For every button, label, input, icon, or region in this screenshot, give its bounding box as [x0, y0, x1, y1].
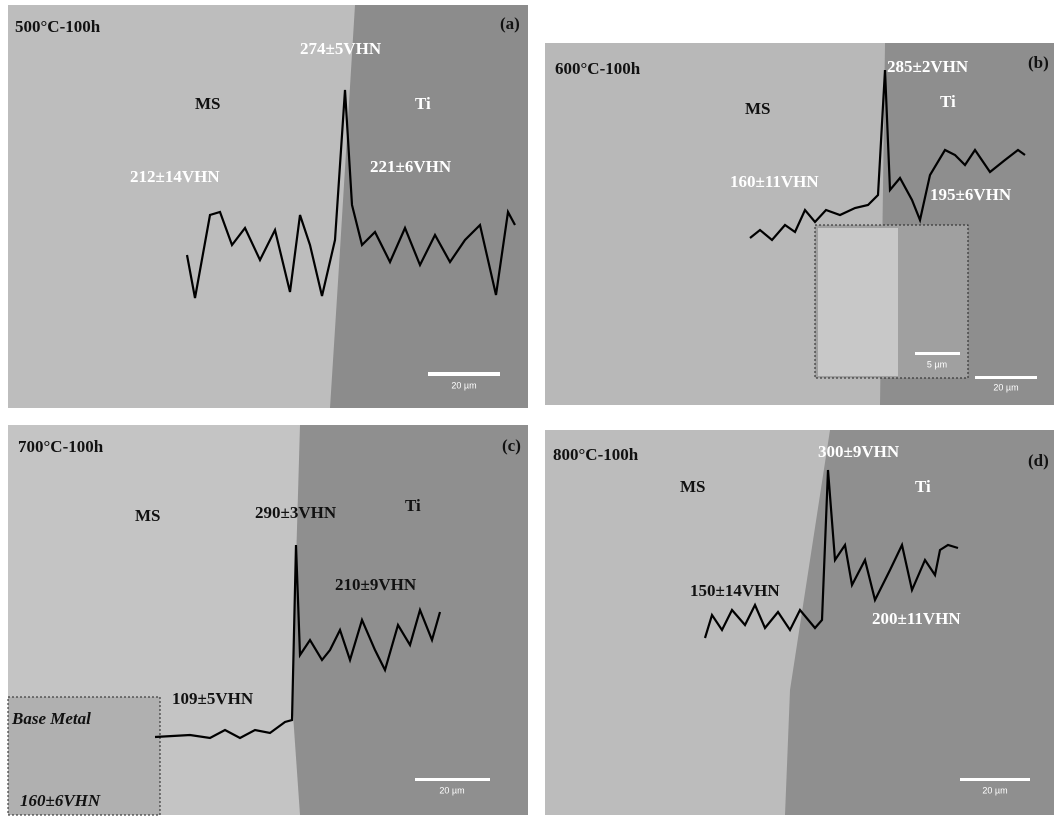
condition: 700°C-100h — [18, 437, 104, 456]
base-metal: Base Metal — [11, 709, 91, 728]
panel-c-ti — [292, 425, 528, 815]
ti-label: Ti — [915, 477, 931, 496]
interface-hardness: 300±9VHN — [818, 442, 900, 461]
scale-bar-label: 20 µm — [451, 380, 476, 390]
ms-hardness: 212±14VHN — [130, 167, 220, 186]
ti-hardness: 221±6VHN — [370, 157, 452, 176]
ms-label: MS — [680, 477, 706, 496]
ti-label: Ti — [415, 94, 431, 113]
figure: 500°C-100h (a) 274±5VHN MS Ti 212±14VHN … — [0, 0, 1056, 818]
ms-label: MS — [745, 99, 771, 118]
ms-hardness: 109±5VHN — [172, 689, 254, 708]
interface-hardness: 274±5VHN — [300, 39, 382, 58]
condition: 600°C-100h — [555, 59, 641, 78]
ms-hardness: 150±14VHN — [690, 581, 780, 600]
scale-bar-label: 20 µm — [439, 785, 464, 795]
inset-scale-bar-label: 5 µm — [927, 359, 947, 369]
scale-bar — [415, 778, 490, 781]
ti-label: Ti — [940, 92, 956, 111]
inset-grain — [818, 228, 898, 376]
scale-bar — [960, 778, 1030, 781]
panel-a-ti — [330, 5, 528, 408]
panel-label: (a) — [500, 14, 520, 33]
panel-label: (c) — [502, 436, 521, 455]
ti-hardness: 195±6VHN — [930, 185, 1012, 204]
scale-bar — [428, 372, 500, 376]
scale-bar — [975, 376, 1037, 379]
ms-label: MS — [135, 506, 161, 525]
condition: 800°C-100h — [553, 445, 639, 464]
ms-label: MS — [195, 94, 221, 113]
interface-hardness: 290±3VHN — [255, 503, 337, 522]
inset-scale-bar — [915, 352, 960, 355]
ms-hardness: 160±11VHN — [730, 172, 819, 191]
interface-hardness: 285±2VHN — [887, 57, 969, 76]
condition: 500°C-100h — [15, 17, 101, 36]
scale-bar-label: 20 µm — [993, 382, 1018, 392]
ti-label: Ti — [405, 496, 421, 515]
panel-label: (b) — [1028, 53, 1049, 72]
ti-hardness: 210±9VHN — [335, 575, 417, 594]
ti-hardness: 200±11VHN — [872, 609, 961, 628]
scale-bar-label: 20 µm — [982, 785, 1007, 795]
panel-label: (d) — [1028, 451, 1049, 470]
base-metal-hardness: 160±6VHN — [20, 791, 101, 810]
